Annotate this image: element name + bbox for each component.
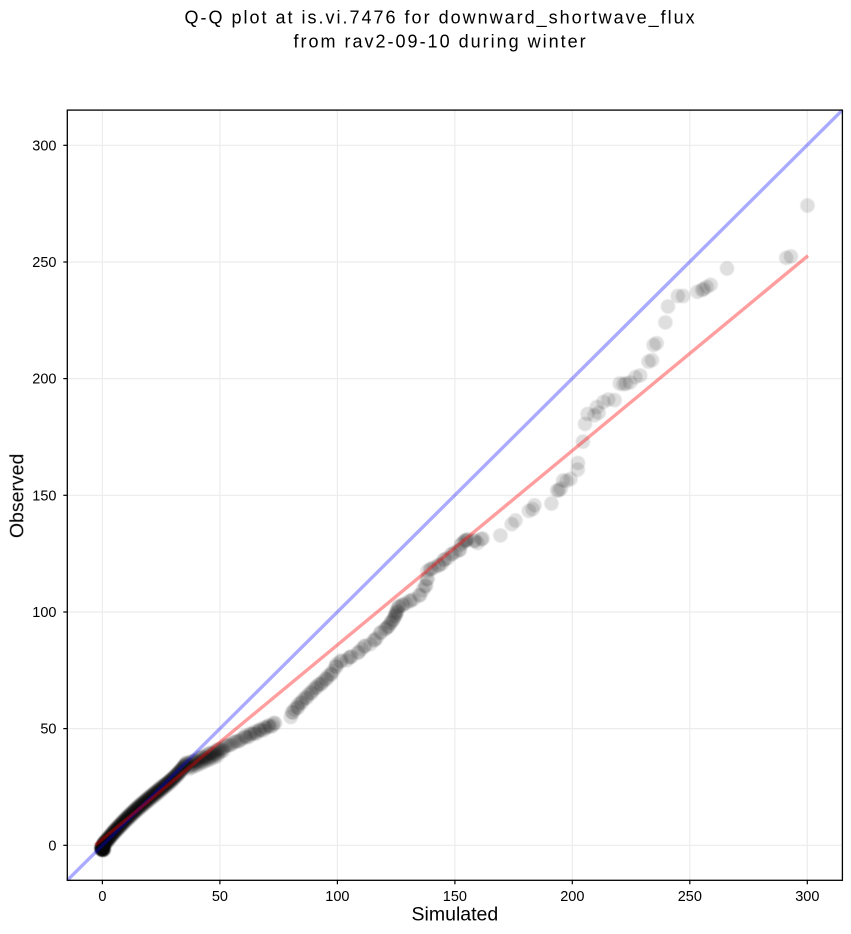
- svg-text:Simulated: Simulated: [412, 904, 499, 926]
- svg-text:from rav2-09-10 during winter: from rav2-09-10 during winter: [294, 31, 588, 51]
- svg-text:50: 50: [212, 889, 228, 905]
- svg-text:250: 250: [678, 889, 702, 905]
- svg-text:0: 0: [98, 889, 106, 905]
- svg-text:50: 50: [40, 722, 56, 738]
- svg-text:300: 300: [795, 889, 819, 905]
- svg-text:Observed: Observed: [6, 454, 28, 539]
- svg-text:100: 100: [325, 889, 349, 905]
- svg-text:Q-Q plot at is.vi.7476 for dow: Q-Q plot at is.vi.7476 for downward_shor…: [184, 7, 696, 28]
- svg-text:150: 150: [443, 889, 467, 905]
- svg-text:150: 150: [32, 488, 56, 504]
- svg-text:300: 300: [32, 138, 56, 154]
- svg-text:200: 200: [560, 889, 584, 905]
- svg-text:200: 200: [32, 372, 56, 388]
- svg-text:0: 0: [48, 838, 56, 854]
- svg-text:250: 250: [32, 255, 56, 271]
- svg-text:100: 100: [32, 605, 56, 621]
